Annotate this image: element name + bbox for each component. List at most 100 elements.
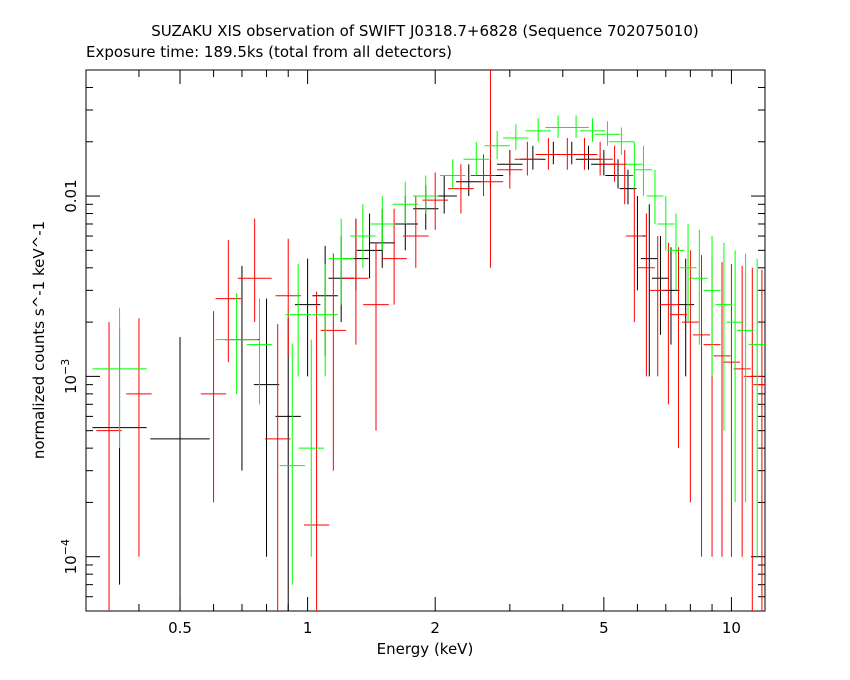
data-point: [579, 118, 606, 142]
x-tick-label: 0.5: [168, 619, 192, 637]
data-point: [303, 291, 330, 611]
data-point: [628, 196, 646, 291]
data-point: [294, 258, 321, 377]
data-point: [96, 322, 122, 611]
y-tick-label-base: 10: [62, 555, 80, 574]
data-point: [514, 141, 541, 176]
data-point: [608, 127, 635, 155]
data-point: [693, 255, 711, 557]
y-tick-label-exponent: −3: [59, 359, 72, 375]
data-points: [92, 70, 765, 611]
data-point: [363, 242, 389, 431]
y-axis-label: normalized counts s^-1 keV^-1: [30, 221, 48, 459]
y-tick-label-exponent: −4: [59, 539, 72, 555]
data-point: [477, 70, 504, 268]
x-axis-label: Energy (keV): [376, 640, 474, 658]
chart-subtitle: Exposure time: 189.5ks (total from all d…: [86, 43, 453, 61]
data-point: [525, 118, 551, 142]
data-point: [200, 311, 227, 503]
data-point: [320, 253, 347, 471]
data-point: [545, 115, 571, 138]
data-point: [601, 145, 628, 182]
data-point: [540, 141, 567, 165]
data-series-0: [92, 141, 695, 611]
data-point: [275, 238, 301, 356]
data-point: [356, 213, 383, 279]
data-point: [328, 218, 354, 305]
data-point: [503, 124, 529, 151]
data-point: [651, 236, 669, 335]
x-tick-label: 10: [722, 619, 741, 637]
data-point: [713, 262, 731, 557]
data-point: [659, 242, 677, 405]
data-point: [690, 229, 708, 345]
data-point: [413, 175, 439, 214]
data-point: [215, 240, 242, 363]
data-point: [559, 141, 585, 165]
data-point: [312, 263, 338, 377]
data-point: [470, 154, 497, 197]
x-tick-label: 1: [303, 619, 313, 637]
data-point: [753, 269, 765, 611]
data-point: [392, 181, 418, 224]
data-point: [616, 150, 634, 205]
data-point: [150, 337, 210, 611]
y-tick-label: 0.01: [62, 179, 80, 212]
data-point: [563, 115, 589, 138]
data-point: [587, 141, 613, 176]
x-tick-label: 2: [430, 619, 440, 637]
data-point: [520, 145, 546, 170]
data-point: [343, 218, 369, 345]
data-point: [215, 292, 258, 394]
data-point: [456, 164, 482, 197]
data-point: [667, 213, 685, 291]
data-point: [535, 137, 562, 170]
data-point: [594, 121, 621, 146]
data-point: [92, 307, 147, 449]
data-point: [591, 150, 617, 176]
data-point: [422, 172, 448, 230]
data-point: [657, 196, 675, 251]
chart-title: SUZAKU XIS observation of SWIFT J0318.7+…: [151, 22, 699, 40]
data-point: [681, 250, 699, 503]
data-point: [497, 150, 523, 189]
data-point: [679, 223, 697, 323]
data-point: [440, 159, 466, 189]
data-point: [253, 298, 280, 557]
data-point: [403, 196, 429, 268]
data-point: [670, 247, 687, 449]
data-point: [448, 164, 474, 214]
data-point: [275, 318, 301, 611]
data-point: [571, 137, 598, 170]
plot-frame: [85, 69, 766, 612]
data-point: [225, 265, 259, 471]
data-series-2: [92, 115, 765, 585]
data-point: [625, 188, 643, 323]
data-point: [285, 263, 311, 377]
data-point: [722, 263, 740, 557]
data-point: [298, 339, 324, 557]
data-point: [350, 204, 376, 268]
data-point: [649, 236, 667, 377]
data-point: [646, 169, 664, 224]
data-point: [737, 253, 755, 503]
data-point: [554, 137, 581, 170]
y-tick-label-base: 10: [62, 375, 80, 394]
data-point: [246, 298, 273, 405]
data-point: [637, 213, 655, 377]
data-point: [748, 258, 765, 557]
data-point: [575, 145, 602, 170]
y-tick-label-base: 0.01: [62, 179, 80, 212]
data-point: [677, 258, 695, 377]
data-point: [264, 324, 291, 611]
data-point: [703, 236, 721, 377]
data-point: [381, 208, 407, 305]
data-point: [715, 242, 733, 431]
data-point: [726, 250, 744, 503]
data-point: [279, 343, 305, 585]
y-tick-label: 10−4: [59, 539, 80, 574]
data-point: [743, 267, 761, 611]
data-point: [369, 196, 395, 251]
